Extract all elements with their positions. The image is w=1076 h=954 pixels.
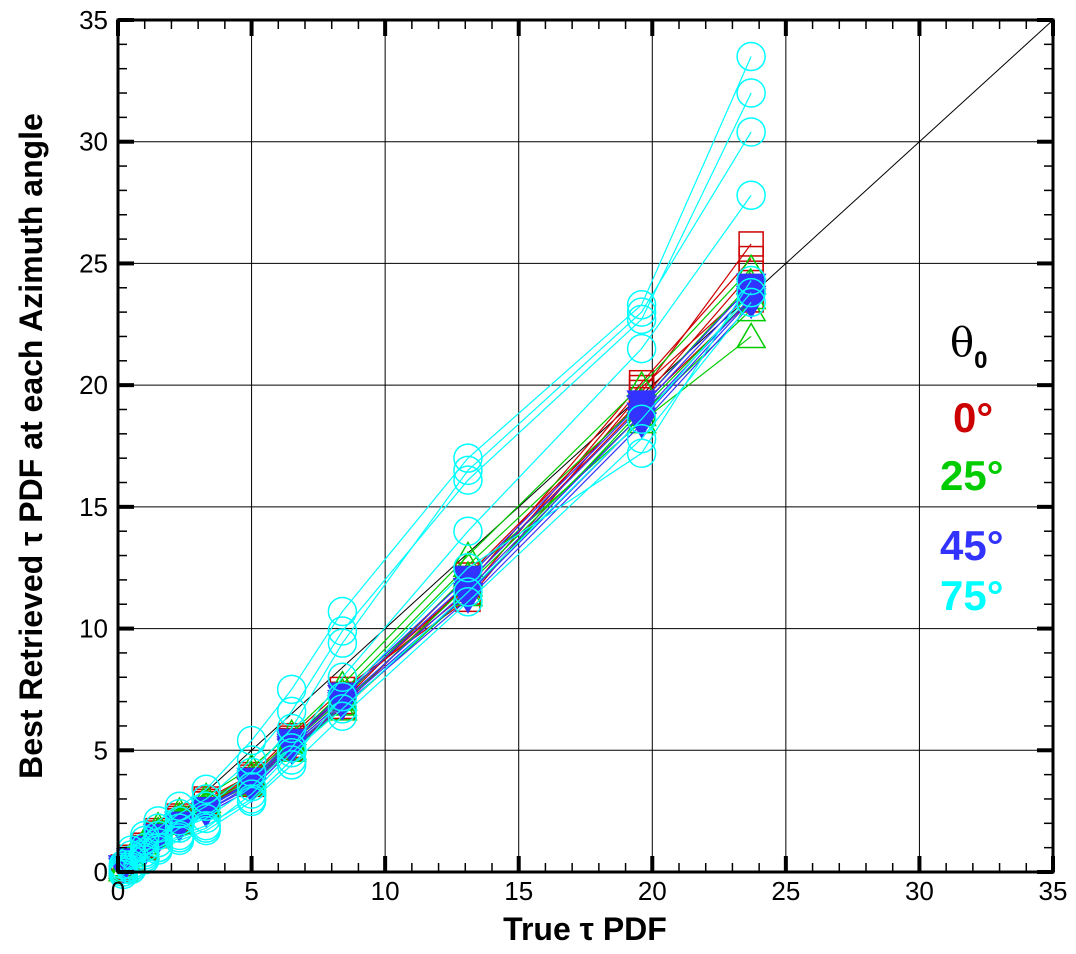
data-point [626,390,657,417]
data-point [191,774,221,804]
legend-entry-0: 0° [953,394,993,441]
x-tick-label: 30 [905,876,934,906]
data-point [276,736,307,763]
series-line [122,131,752,870]
series-3 [108,41,766,890]
data-point [191,784,221,814]
data-point [736,180,766,211]
data-point [626,423,657,454]
data-point [236,725,267,756]
data-point [327,701,358,731]
y-tick-label: 10 [79,614,108,644]
data-point [276,745,307,775]
data-point [626,297,657,327]
data-point [164,813,195,843]
data-point [191,813,221,843]
data-point [327,694,358,724]
data-point [736,265,766,296]
x-tick-label: 35 [1039,876,1068,906]
series-line [123,280,752,873]
data-point [143,832,173,863]
legend-title-subscript: 0 [974,347,987,374]
data-point [327,662,358,693]
y-tick-label: 30 [79,127,108,157]
legend: θ0 0° 25° 45° 75° [940,320,1004,619]
ticks [116,18,1055,874]
data-point [453,516,483,546]
data-point [626,333,657,364]
x-axis-title: True τ PDF [503,911,667,947]
y-axis-title: Best Retrieved τ PDF at each Azimuth ang… [13,113,49,779]
y-tick-label: 20 [79,370,108,400]
data-point [736,41,766,72]
legend-entry-25: 25° [940,452,1004,499]
tick-labels: 0 5 10 15 20 25 30 35 0 5 10 15 20 25 30 35 [79,5,1067,906]
grid [118,20,1053,872]
data-point [236,786,267,817]
series-line [122,194,752,873]
data-point [327,681,358,712]
y-tick-label: 5 [94,735,108,765]
data-point [626,304,657,335]
data-point [626,407,657,434]
data-point [626,404,657,434]
series-line [122,56,752,865]
legend-title: θ0 [950,320,987,374]
x-tick-label: 5 [244,876,258,906]
x-tick-label: 0 [111,876,125,906]
data-point [735,321,767,349]
data-point [453,577,483,607]
y-tick-label: 0 [94,857,108,887]
data-point [327,616,358,646]
data-point [164,823,195,853]
plot-frame-group [116,18,1055,874]
data-point [453,552,483,583]
x-tick-label: 15 [504,876,533,906]
data-point [236,779,267,809]
y-tick-label: 15 [79,492,108,522]
x-tick-label: 10 [371,876,400,906]
data-point [276,750,307,780]
legend-entry-75: 75° [940,572,1004,619]
data-point [236,745,267,775]
data-point [736,117,766,147]
x-tick-label: 25 [771,876,800,906]
plot-frame [116,18,1055,874]
data-point [276,737,307,768]
data-point [191,803,221,834]
data-point [191,791,221,822]
data-point [453,455,483,486]
y-tick-label: 25 [79,248,108,278]
data-point [736,287,766,318]
data-point [327,596,358,627]
data-point [276,733,307,763]
x-tick-label: 20 [638,876,667,906]
data-point [453,587,483,617]
data-point [736,78,766,108]
reference-line-group [117,19,1054,873]
one-to-one-line [117,19,1054,873]
data-point [736,277,766,308]
y-tick-label: 35 [79,5,108,35]
legend-title-symbol: θ [950,320,974,366]
legend-entry-45: 45° [940,522,1004,569]
series-line [122,92,752,868]
data-point [276,696,307,727]
series-layer [108,41,767,890]
data-point [327,628,358,658]
data-point [453,465,483,495]
